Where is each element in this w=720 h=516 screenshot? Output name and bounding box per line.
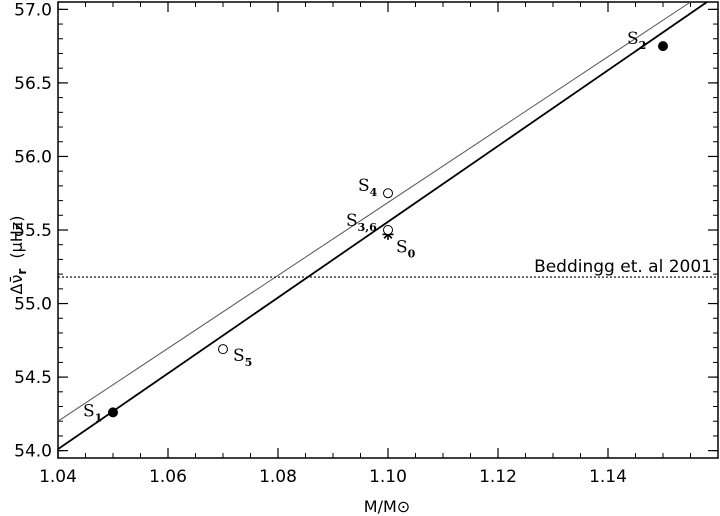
y-tick-label: 56.0 — [14, 147, 52, 167]
reference-line-group: Beddingg et. al 2001 — [58, 257, 718, 278]
y-axis-label-main: Δν̄ — [7, 275, 26, 295]
point-label-S36: S3,6 — [346, 211, 377, 234]
point-S5 — [218, 344, 228, 355]
y-tick-label: 57.0 — [14, 0, 52, 20]
x-axis-label: M/M⊙ — [364, 497, 410, 516]
y-tick-label: 54.0 — [14, 442, 52, 462]
ticks — [57, 2, 719, 458]
fit-thin-line — [57, 1, 691, 422]
point-S2 — [658, 41, 668, 52]
y-tick-label: 55.0 — [14, 295, 52, 315]
x-tick-label: 1.06 — [149, 467, 187, 487]
reference-label: Beddingg et. al 2001 — [534, 257, 712, 277]
point-label-S4: S4 — [358, 176, 378, 199]
y-tick-label: 55.5 — [14, 221, 52, 241]
point-label-S2: S2 — [627, 29, 646, 52]
fit-thick-line — [57, 1, 708, 450]
point-labels: S1 S2 S0 S3,6 S4 S5 — [83, 29, 646, 424]
y-axis-label: Δν̄r (μHz) — [7, 216, 29, 295]
x-tick-label: 1.10 — [369, 467, 407, 487]
y-tick-label: 56.5 — [14, 74, 52, 94]
x-tick-label: 1.08 — [259, 467, 297, 487]
x-tick-label: 1.04 — [39, 467, 77, 487]
point-S4 — [383, 188, 393, 199]
point-S1 — [108, 407, 118, 418]
x-axis-label-text: M/M⊙ — [364, 497, 410, 516]
point-label-S1: S1 — [83, 401, 102, 424]
data-points — [108, 41, 668, 418]
x-tick-label: 1.12 — [479, 467, 517, 487]
point-label-S0: S0 — [396, 237, 416, 260]
point-S36 — [383, 225, 393, 235]
fit-lines — [57, 1, 708, 450]
point-label-S5: S5 — [233, 346, 252, 369]
y-tick-label: 54.5 — [14, 368, 52, 388]
y-axis-label-text: Δν̄r (μHz) — [7, 216, 29, 295]
x-tick-label: 1.14 — [589, 467, 627, 487]
y-axis-label-sub: r — [15, 269, 29, 275]
y-axis-label-unit: (μHz) — [7, 216, 26, 259]
tick-labels: 1.04 1.06 1.08 1.10 1.12 1.14 54.0 54.5 55.0 55.5… — [14, 0, 627, 487]
